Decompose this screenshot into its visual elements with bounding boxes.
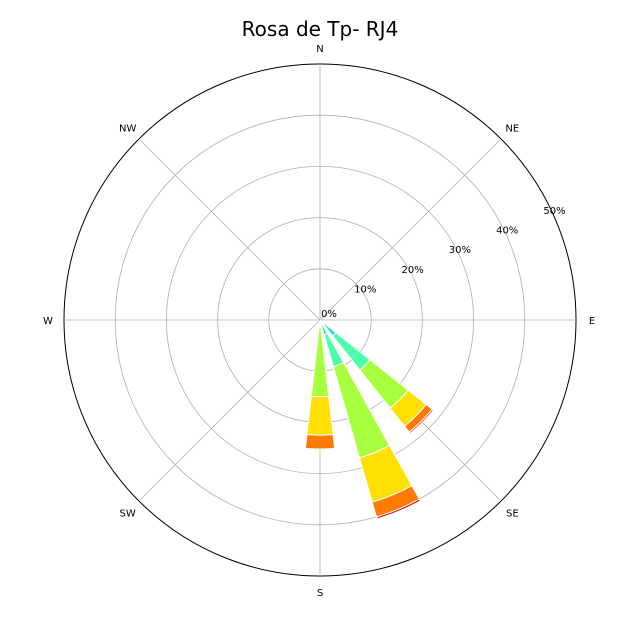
bar-dir180-bin5 xyxy=(304,433,336,450)
bar-dir157.5-bin6 xyxy=(375,498,421,520)
direction-label-nw: NW xyxy=(119,124,136,135)
direction-label-s: S xyxy=(317,588,323,599)
direction-label-se: SE xyxy=(506,508,519,519)
direction-label-n: N xyxy=(316,44,323,55)
bar-dir180-bin1 xyxy=(318,320,322,326)
direction-label-w: W xyxy=(43,316,53,327)
radial-tick-50: 50% xyxy=(543,206,565,217)
chart-title: Rosa de Tp- RJ4 xyxy=(242,17,399,41)
bar-dir135-bin6 xyxy=(408,408,435,435)
direction-label-ne: NE xyxy=(505,124,519,135)
grid-spoke-ne xyxy=(319,138,502,321)
direction-label-sw: SW xyxy=(120,508,136,519)
radial-tick-20: 20% xyxy=(401,265,423,276)
axis-labels: N NE E SE S SW W NW 0% 10% 20% 30% 40% 50% xyxy=(43,44,595,599)
radial-tick-40: 40% xyxy=(496,226,518,237)
grid-spoke-sw xyxy=(138,319,321,502)
wind-bars xyxy=(304,319,435,520)
radial-tick-10: 10% xyxy=(354,284,376,295)
grid-spoke-nw xyxy=(138,138,321,321)
bar-dir180-bin4 xyxy=(306,395,334,436)
radial-tick-30: 30% xyxy=(449,245,471,256)
radial-tick-0: 0% xyxy=(321,309,337,320)
direction-label-e: E xyxy=(589,316,595,327)
